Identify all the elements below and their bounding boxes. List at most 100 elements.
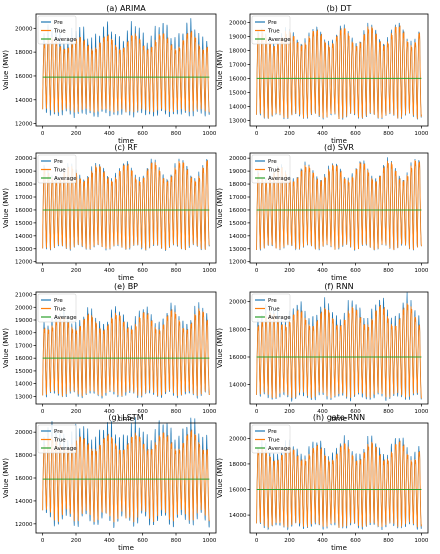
series-true-line bbox=[42, 429, 210, 523]
y-tick-label: 18000 bbox=[229, 48, 247, 54]
x-axis-label: time bbox=[331, 137, 347, 145]
x-tick-label: 200 bbox=[284, 268, 295, 274]
panel-4: (e) BP 0 200 400 600 800 1000 13000 14000 15000 16… bbox=[2, 282, 217, 423]
x-axis-label: time bbox=[331, 544, 347, 550]
x-tick-label: 400 bbox=[317, 409, 328, 415]
plot-frame bbox=[35, 291, 217, 405]
y-tick-label: 16000 bbox=[15, 74, 33, 80]
x-axis-label: time bbox=[118, 544, 134, 550]
panel-7: (h) gate-RNN 0 200 400 600 800 1000 14000 16000 1… bbox=[216, 413, 429, 552]
x-tick-label: 0 bbox=[255, 409, 259, 415]
y-tick-label: 16000 bbox=[229, 488, 247, 494]
y-tick-label: 21000 bbox=[15, 293, 33, 299]
series-true-line bbox=[256, 25, 422, 120]
x-tick-label: 800 bbox=[171, 131, 182, 137]
y-tick-label: 20000 bbox=[15, 26, 33, 32]
legend-label: Pre bbox=[54, 298, 63, 304]
legend-label: Pre bbox=[268, 429, 277, 435]
y-tick-label: 15000 bbox=[15, 221, 33, 227]
y-tick-label: 18000 bbox=[229, 327, 247, 333]
x-tick-label: 200 bbox=[284, 131, 295, 137]
x-tick-label: 800 bbox=[383, 409, 394, 415]
legend: Pre True Average bbox=[251, 154, 291, 184]
y-tick-label: 14000 bbox=[229, 513, 247, 519]
legend-label: Average bbox=[54, 176, 77, 182]
legend-label: Average bbox=[268, 176, 291, 182]
y-axis-label: Value (MW) bbox=[2, 328, 10, 368]
y-tick-label: 13000 bbox=[15, 247, 33, 253]
x-axis-label: time bbox=[331, 274, 347, 282]
y-tick-label: 19000 bbox=[229, 34, 247, 40]
y-tick-label: 20000 bbox=[15, 305, 33, 311]
panel-title: (a) ARIMA bbox=[106, 4, 146, 13]
legend-box bbox=[37, 424, 77, 454]
x-tick-label: 800 bbox=[171, 268, 182, 274]
legend-label: Pre bbox=[54, 429, 63, 435]
y-tick-label: 16000 bbox=[15, 476, 33, 482]
y-axis-label: Value (MW) bbox=[2, 188, 10, 228]
x-axis-label: time bbox=[118, 415, 134, 423]
legend-box bbox=[37, 293, 77, 323]
x-tick-label: 200 bbox=[284, 409, 295, 415]
legend-box bbox=[251, 424, 291, 454]
y-axis-label: Value (MW) bbox=[216, 50, 224, 90]
panel-1: (b) DT 0 200 400 600 800 1000 13000 14000 15000 16… bbox=[216, 4, 429, 145]
legend-label: True bbox=[267, 307, 280, 313]
plot-frame bbox=[249, 291, 429, 405]
y-tick-label: 17000 bbox=[229, 195, 247, 201]
y-tick-label: 14000 bbox=[229, 104, 247, 110]
series-true-line bbox=[256, 303, 422, 399]
x-tick-label: 200 bbox=[71, 131, 82, 137]
legend-label: Pre bbox=[268, 159, 277, 165]
x-tick-label: 400 bbox=[104, 409, 115, 415]
legend-label: True bbox=[53, 168, 66, 174]
y-tick-label: 20000 bbox=[15, 156, 33, 162]
panel-title: (e) BP bbox=[114, 282, 138, 291]
legend: Pre True Average bbox=[37, 293, 77, 323]
panel-0: (a) ARIMA 0 200 400 600 800 1000 12000 14000 1600… bbox=[2, 4, 217, 145]
y-tick-label: 16000 bbox=[229, 355, 247, 361]
x-tick-label: 1000 bbox=[202, 131, 216, 137]
y-tick-label: 12000 bbox=[15, 522, 33, 528]
y-axis-label: Value (MW) bbox=[216, 328, 224, 368]
y-tick-label: 16000 bbox=[229, 76, 247, 82]
x-tick-label: 200 bbox=[71, 538, 82, 544]
x-tick-label: 0 bbox=[255, 131, 259, 137]
x-axis-label: time bbox=[331, 415, 347, 423]
y-tick-label: 12000 bbox=[15, 122, 33, 128]
y-tick-label: 20000 bbox=[15, 430, 33, 436]
y-tick-label: 19000 bbox=[15, 318, 33, 324]
legend-box bbox=[251, 154, 291, 184]
y-tick-label: 14000 bbox=[229, 234, 247, 240]
plot-frame bbox=[249, 422, 429, 534]
x-tick-label: 400 bbox=[317, 131, 328, 137]
plot-frame bbox=[35, 152, 217, 264]
y-tick-label: 13000 bbox=[229, 247, 247, 253]
x-tick-label: 600 bbox=[137, 409, 148, 415]
x-tick-label: 400 bbox=[104, 538, 115, 544]
series-true-line bbox=[256, 160, 422, 251]
y-tick-label: 15000 bbox=[229, 221, 247, 227]
y-tick-label: 18000 bbox=[15, 453, 33, 459]
x-tick-label: 400 bbox=[104, 131, 115, 137]
x-tick-label: 0 bbox=[41, 268, 45, 274]
y-tick-label: 19000 bbox=[15, 169, 33, 175]
y-tick-label: 17000 bbox=[15, 343, 33, 349]
panel-2: (c) RF 0 200 400 600 800 1000 12000 13000 14000 15… bbox=[2, 143, 217, 282]
series-true-line bbox=[42, 308, 210, 397]
legend-box bbox=[37, 15, 77, 45]
plot-frame bbox=[249, 13, 429, 127]
y-tick-label: 16000 bbox=[15, 208, 33, 214]
x-tick-label: 0 bbox=[41, 409, 45, 415]
x-tick-label: 600 bbox=[350, 538, 361, 544]
legend: Pre True Average bbox=[37, 424, 77, 454]
legend-label: Pre bbox=[268, 20, 277, 26]
y-tick-label: 14000 bbox=[229, 383, 247, 389]
series-true-line bbox=[42, 160, 210, 251]
x-tick-label: 200 bbox=[71, 409, 82, 415]
x-tick-label: 600 bbox=[350, 409, 361, 415]
x-tick-label: 800 bbox=[383, 538, 394, 544]
legend: Pre True Average bbox=[251, 424, 291, 454]
